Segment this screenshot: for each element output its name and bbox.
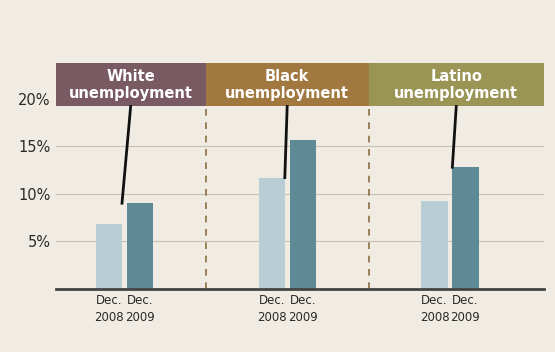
Text: White
unemployment: White unemployment xyxy=(69,69,193,101)
Bar xyxy=(259,178,285,289)
Bar xyxy=(127,203,153,289)
Bar xyxy=(452,167,478,289)
Bar xyxy=(421,201,447,289)
Text: Black
unemployment: Black unemployment xyxy=(225,69,349,101)
Bar xyxy=(96,224,122,289)
Bar xyxy=(290,140,316,289)
Text: Latino
unemployment: Latino unemployment xyxy=(394,69,518,101)
